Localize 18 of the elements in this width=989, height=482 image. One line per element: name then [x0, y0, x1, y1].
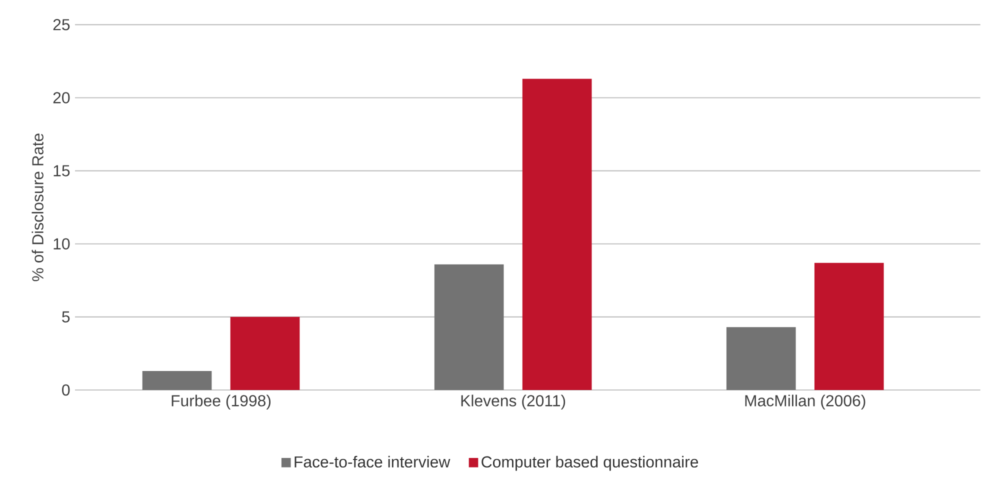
legend-label: Computer based questionnaire [482, 456, 698, 471]
x-tick-label: MacMillan (2006) [745, 394, 866, 410]
y-axis-title: % of Disclosure Rate [32, 134, 44, 282]
y-tick-label: 25 [53, 19, 70, 30]
bar [230, 316, 300, 390]
bar [726, 327, 796, 390]
y-tick-label: 10 [54, 238, 70, 250]
y-tick-label: 0 [62, 384, 70, 396]
bar [814, 262, 884, 390]
y-tick-label: 5 [62, 311, 70, 322]
x-tick-label: Klevens (2011) [461, 394, 566, 410]
x-tick-label: Furbee (1998) [172, 394, 270, 410]
legend-label: Face-to-face interview [294, 456, 450, 468]
y-tick-label: 20 [53, 92, 70, 104]
bar [522, 78, 592, 390]
y-tick-label: 15 [54, 165, 70, 176]
bar [434, 264, 504, 390]
bar [142, 371, 212, 390]
